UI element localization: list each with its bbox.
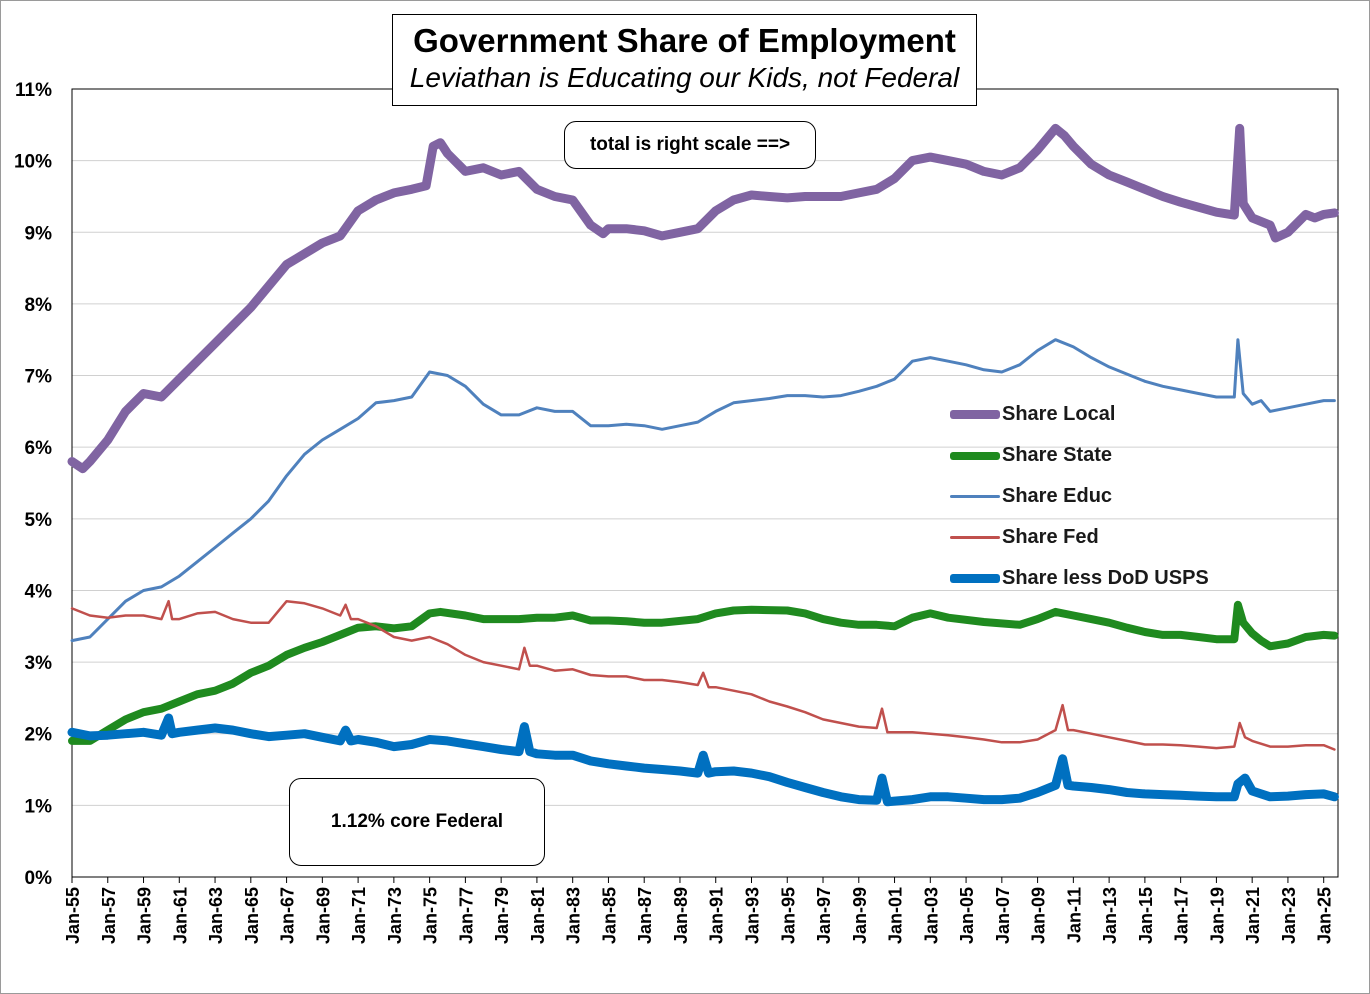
legend-label: Share Educ xyxy=(1002,485,1113,507)
series-line-share-local xyxy=(67,123,1339,474)
legend-swatch xyxy=(950,536,1000,539)
x-tick-label: Jan-87 xyxy=(635,887,655,944)
x-tick-label: Jan-61 xyxy=(170,887,190,944)
x-axis-tick-labels: Jan-55 Jan-57 Jan-59 Jan-61 Jan-63 Jan-65 Jan-… xyxy=(63,877,1335,944)
legend-swatch xyxy=(950,495,1000,498)
x-tick-label: Jan-67 xyxy=(278,887,298,944)
legend-swatch xyxy=(950,451,1000,460)
y-tick-label: 9% xyxy=(25,223,53,244)
legend-label: Share State xyxy=(1002,444,1113,466)
x-tick-label: Jan-05 xyxy=(957,887,977,944)
legend-item: Share less DoD USPS xyxy=(950,558,1209,599)
y-tick-label: 7% xyxy=(25,367,53,388)
x-tick-label: Jan-15 xyxy=(1136,887,1156,944)
x-tick-label: Jan-77 xyxy=(456,887,476,944)
series-line-share-state xyxy=(68,600,1339,745)
y-tick-label: 5% xyxy=(25,510,53,531)
y-tick-label: 1% xyxy=(25,796,53,817)
legend-item: Share Educ xyxy=(950,476,1209,517)
series-line-share-fed xyxy=(70,599,1336,751)
y-tick-label: 3% xyxy=(25,653,53,674)
legend-swatch xyxy=(950,574,1000,583)
x-tick-label: Jan-13 xyxy=(1100,887,1120,944)
x-tick-label: Jan-71 xyxy=(349,887,369,944)
x-tick-label: Jan-97 xyxy=(814,887,834,944)
legend-label: Share Local xyxy=(1002,403,1116,425)
x-tick-label: Jan-89 xyxy=(671,887,691,944)
legend-item: Share Local xyxy=(950,394,1209,435)
legend-label: Share Fed xyxy=(1002,526,1099,548)
chart-subtitle: Leviathan is Educating our Kids, not Fed… xyxy=(409,62,960,93)
x-tick-label: Jan-75 xyxy=(421,887,441,944)
y-tick-label: 10% xyxy=(14,152,52,173)
x-tick-label: Jan-65 xyxy=(242,887,262,944)
x-tick-label: Jan-83 xyxy=(564,887,584,944)
x-tick-label: Jan-21 xyxy=(1243,887,1263,944)
y-tick-label: 2% xyxy=(25,725,53,746)
legend: Share Local Share State Share Educ Share Fe… xyxy=(950,394,1209,599)
series-line-share-educ xyxy=(70,338,1336,643)
x-tick-label: Jan-01 xyxy=(886,887,906,944)
x-tick-label: Jan-17 xyxy=(1172,887,1192,944)
y-tick-label: 0% xyxy=(25,868,53,889)
x-tick-label: Jan-09 xyxy=(1029,887,1049,944)
y-tick-label: 8% xyxy=(25,295,53,316)
series-line-share-less-dod-usps xyxy=(67,713,1339,807)
legend-label: Share less DoD USPS xyxy=(1002,567,1209,589)
y-tick-label: 4% xyxy=(25,581,53,602)
x-tick-label: Jan-99 xyxy=(850,887,870,944)
legend-item: Share State xyxy=(950,435,1209,476)
legend-swatch xyxy=(950,410,1000,419)
series-layer xyxy=(67,123,1339,807)
annotation-right-scale: total is right scale ==> xyxy=(564,121,816,169)
x-tick-label: Jan-23 xyxy=(1279,887,1299,944)
y-tick-label: 11% xyxy=(15,80,52,101)
x-tick-label: Jan-07 xyxy=(993,887,1013,944)
x-tick-label: Jan-91 xyxy=(707,887,727,944)
x-tick-label: Jan-57 xyxy=(99,887,119,944)
chart-title-box: Government Share of Employment Leviathan… xyxy=(392,14,977,106)
y-tick-label: 6% xyxy=(25,438,53,459)
x-tick-label: Jan-25 xyxy=(1315,887,1335,944)
x-tick-label: Jan-59 xyxy=(135,887,155,944)
x-tick-label: Jan-73 xyxy=(385,887,405,944)
x-tick-label: Jan-93 xyxy=(742,887,762,944)
x-tick-label: Jan-79 xyxy=(492,887,512,944)
x-tick-label: Jan-03 xyxy=(921,887,941,944)
y-axis-tick-labels: 0% 1% 2% 3% 4% 5% 6% 7% 8% 9% 10% 11% xyxy=(14,80,52,889)
annotation-core-federal: 1.12% core Federal xyxy=(289,778,545,866)
legend-item: Share Fed xyxy=(950,517,1209,558)
x-tick-label: Jan-69 xyxy=(313,887,333,944)
x-tick-label: Jan-85 xyxy=(599,887,619,944)
x-tick-label: Jan-81 xyxy=(528,887,548,944)
x-tick-label: Jan-95 xyxy=(778,887,798,944)
x-tick-label: Jan-19 xyxy=(1207,887,1227,944)
x-tick-label: Jan-55 xyxy=(63,887,83,944)
chart-title: Government Share of Employment xyxy=(413,22,956,59)
x-tick-label: Jan-11 xyxy=(1064,887,1084,943)
x-tick-label: Jan-63 xyxy=(206,887,226,944)
